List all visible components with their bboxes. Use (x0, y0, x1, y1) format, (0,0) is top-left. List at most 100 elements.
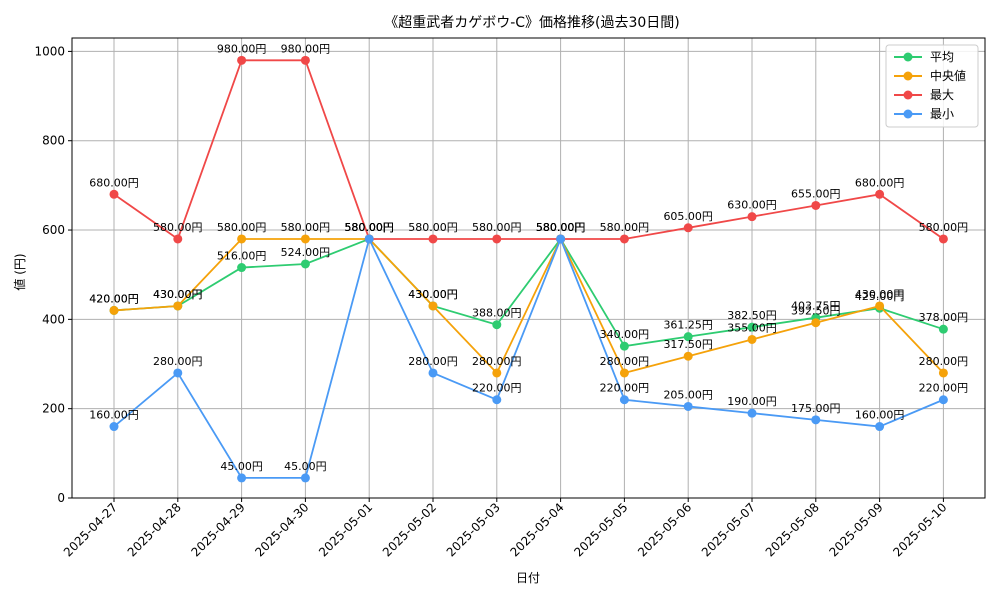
y-tick-label: 400 (42, 312, 65, 326)
data-point (300, 55, 310, 65)
data-point (619, 368, 629, 378)
data-label: 280.00円 (153, 355, 203, 368)
data-point (109, 422, 119, 432)
data-label: 160.00円 (89, 409, 139, 422)
data-point (619, 395, 629, 405)
data-point (300, 234, 310, 244)
series-line (113, 59, 944, 241)
data-point (875, 301, 885, 311)
x-tick-label: 2025-05-01 (316, 500, 375, 559)
data-point (428, 368, 438, 378)
data-labels-layer: 420.00円 430.00円 516.00円 524.00円 580.00円 430.0… (89, 42, 968, 473)
data-point (938, 368, 948, 378)
data-label: 680.00円 (855, 176, 905, 189)
legend-swatch-marker (903, 52, 913, 62)
x-axis-title: 日付 (516, 571, 540, 585)
x-tick-label: 2025-05-06 (635, 500, 694, 559)
y-tick-label: 0 (57, 491, 65, 505)
data-label: 580.00円 (153, 221, 203, 234)
data-point (811, 415, 821, 425)
y-tick-label: 600 (42, 223, 65, 237)
data-label: 430.00円 (408, 288, 458, 301)
data-point (300, 473, 310, 483)
data-label: 580.00円 (281, 221, 331, 234)
data-point (492, 395, 502, 405)
data-point (173, 368, 183, 378)
data-point (237, 263, 247, 273)
x-tick-label: 2025-05-03 (444, 500, 503, 559)
x-tick-label: 2025-05-09 (827, 500, 886, 559)
data-point (109, 189, 119, 199)
legend-swatch-marker (903, 90, 913, 100)
grid-layer (72, 38, 985, 499)
data-label: 160.00円 (855, 409, 905, 422)
data-point (811, 318, 821, 328)
data-label: 280.00円 (472, 355, 522, 368)
data-point (683, 351, 693, 361)
data-point (237, 234, 247, 244)
data-point (938, 234, 948, 244)
data-label: 580.00円 (344, 221, 394, 234)
data-point (556, 234, 566, 244)
data-label: 280.00円 (408, 355, 458, 368)
data-label: 630.00円 (727, 199, 777, 212)
data-point (619, 234, 629, 244)
data-label: 516.00円 (217, 250, 267, 263)
data-label: 580.00円 (536, 221, 586, 234)
data-point (619, 341, 629, 351)
data-label: 580.00円 (536, 221, 586, 234)
chart-title: 《超重武者カゲボウ-C》価格推移(過去30日間) (384, 15, 680, 31)
legend-label: 平均 (930, 50, 954, 64)
data-label: 580.00円 (472, 221, 522, 234)
data-label: 580.00円 (536, 221, 586, 234)
data-label: 420.00円 (89, 292, 139, 305)
data-label: 580.00円 (919, 221, 969, 234)
data-label: 580.00円 (600, 221, 650, 234)
x-tick-label: 2025-04-30 (252, 500, 311, 559)
data-point (300, 259, 310, 269)
x-tick-label: 2025-05-10 (890, 500, 949, 559)
data-label: 340.00円 (600, 328, 650, 341)
series-line (113, 236, 945, 375)
legend-swatch-marker (903, 109, 913, 119)
y-tick-label: 1000 (34, 44, 65, 58)
legend-box (885, 44, 979, 128)
legend-swatch-marker (903, 71, 913, 81)
data-point (173, 301, 183, 311)
data-label: 175.00円 (791, 402, 841, 415)
data-point (747, 408, 757, 418)
data-label: 317.50円 (663, 338, 713, 351)
data-label: 280.00円 (919, 355, 969, 368)
data-label: 403.75円 (791, 300, 841, 313)
data-point (938, 395, 948, 405)
x-tick-label: 2025-05-05 (571, 500, 630, 559)
data-label: 580.00円 (344, 221, 394, 234)
data-label: 361.25円 (663, 319, 713, 332)
data-label: 388.00円 (472, 307, 522, 320)
series-line (113, 237, 944, 348)
data-label: 382.50円 (727, 309, 777, 322)
data-label: 680.00円 (89, 176, 139, 189)
x-tick-label: 2025-04-29 (189, 500, 248, 559)
data-label: 205.00円 (663, 388, 713, 401)
data-label: 430.00円 (153, 288, 203, 301)
data-point (237, 473, 247, 483)
plot-frame (71, 37, 986, 499)
data-label: 190.00円 (727, 395, 777, 408)
data-label: 425.00円 (855, 290, 905, 303)
data-point (747, 212, 757, 222)
data-label: 655.00円 (791, 187, 841, 200)
legend-label: 最大 (930, 88, 954, 102)
data-point (811, 200, 821, 210)
legend-label: 中央値 (930, 68, 966, 83)
data-label: 355.00円 (727, 321, 777, 334)
y-tick-label: 800 (42, 134, 65, 148)
x-tick-label: 2025-05-02 (380, 500, 439, 559)
data-point (747, 322, 757, 332)
data-label: 580.00円 (217, 221, 267, 234)
data-point (875, 422, 885, 432)
data-label: 378.00円 (919, 311, 969, 324)
data-point (683, 332, 693, 342)
